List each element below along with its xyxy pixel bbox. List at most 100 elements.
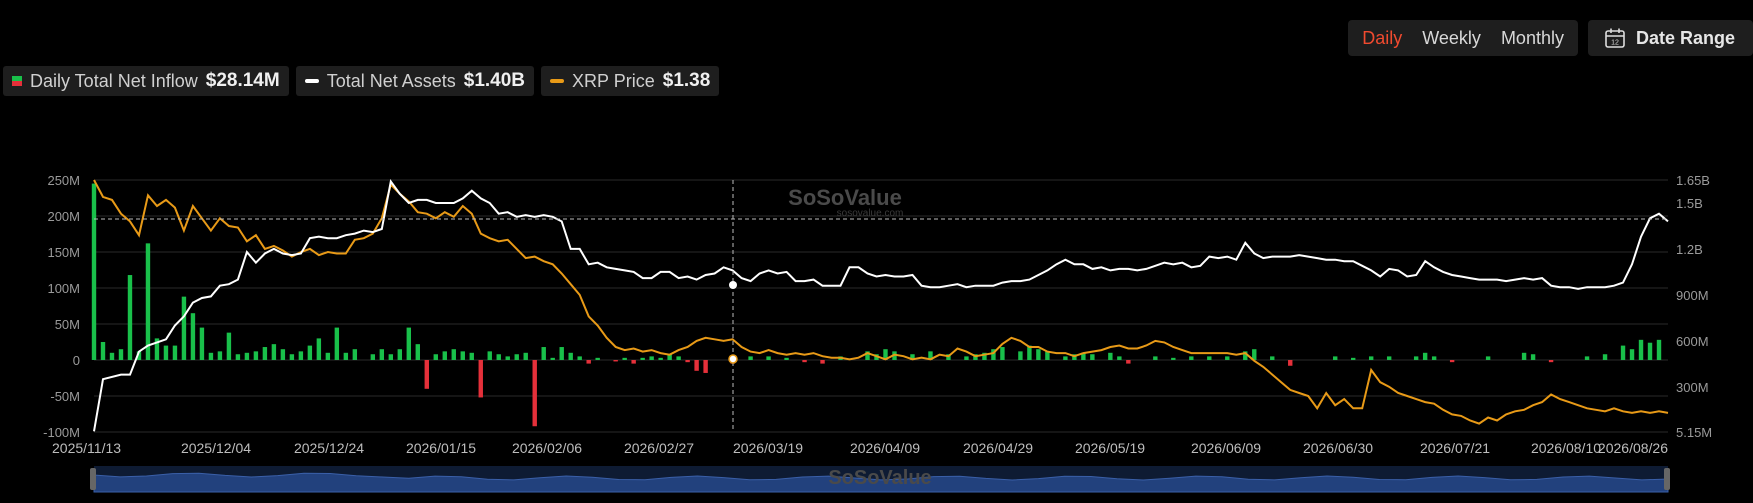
y-left-tick-label: 100M: [47, 281, 80, 296]
inflow-bar: [478, 360, 483, 398]
inflow-bar: [1189, 356, 1194, 360]
inflow-bar: [577, 356, 582, 360]
x-tick-label: 2025/12/04: [181, 440, 251, 456]
inflow-bar: [802, 360, 807, 363]
inflow-bar: [343, 352, 349, 360]
inflow-bar: [649, 356, 654, 360]
inflow-bar: [865, 351, 870, 360]
navigator-handle-left[interactable]: [90, 468, 96, 490]
inflow-bar: [1243, 351, 1248, 360]
inflow-bar: [1548, 360, 1554, 363]
x-tick-label: 2026/04/29: [963, 440, 1033, 456]
y-left-tick-label: 150M: [47, 245, 80, 260]
chart-legend: Daily Total Net Inflow $28.14M Total Net…: [3, 66, 720, 96]
y-right-tick-label: 900M: [1676, 288, 1709, 303]
inflow-bar: [1333, 356, 1338, 360]
inflow-bar: [559, 347, 564, 360]
inflow-bar: [127, 275, 133, 360]
date-range-button[interactable]: 12 Date Range: [1587, 20, 1753, 56]
y-right-tick-label: 1.65B: [1676, 173, 1710, 188]
inflow-bar: [1485, 356, 1491, 360]
inflow-bar: [199, 327, 205, 360]
inflow-bar: [1351, 357, 1356, 360]
period-monthly-button[interactable]: Monthly: [1500, 28, 1564, 48]
inflow-bar: [1368, 356, 1374, 360]
inflow-bar: [928, 351, 933, 360]
inflow-bar: [334, 327, 340, 360]
inflow-bar: [136, 351, 142, 360]
inflow-bar: [469, 352, 474, 360]
inflow-bar: [541, 347, 546, 360]
inflow-bar: [442, 351, 447, 360]
inflow-bar: [415, 344, 420, 360]
inflow-bar: [397, 349, 403, 360]
inflow-bar: [1153, 356, 1158, 360]
inflow-bar: [676, 356, 681, 360]
inflow-bar: [1207, 356, 1212, 360]
inflow-bar: [1413, 356, 1419, 360]
inflow-bar: [226, 332, 232, 360]
x-tick-label: 2025/11/13: [52, 440, 121, 456]
y-left-tick-label: 200M: [47, 209, 80, 224]
inflow-bar: [253, 351, 259, 360]
inflow-bar: [172, 345, 178, 360]
legend-item-net-assets[interactable]: Total Net Assets $1.40B: [295, 66, 535, 96]
inflow-bar: [964, 356, 969, 360]
inflow-bar: [154, 338, 160, 360]
inflow-bar: [523, 352, 528, 360]
inflow-bar: [640, 357, 645, 360]
inflow-bar: [1000, 347, 1005, 360]
inflow-bar: [109, 352, 115, 360]
legend-item-xrp-price[interactable]: XRP Price $1.38: [541, 66, 720, 96]
inflow-bar: [1027, 345, 1032, 360]
watermark-site: sosovalue.com: [837, 208, 904, 219]
inflow-bar: [325, 352, 331, 360]
x-tick-label: 2026/02/06: [512, 440, 582, 456]
legend-label: Daily Total Net Inflow: [30, 70, 198, 91]
inflow-bar: [1063, 356, 1068, 360]
inflow-bar: [820, 360, 825, 364]
inflow-bar: [1521, 352, 1527, 360]
period-daily-button[interactable]: Daily: [1362, 28, 1403, 48]
inflow-bar: [550, 357, 555, 360]
x-tick-label: 2026/08/10: [1531, 440, 1601, 456]
inflow-bar: [1449, 360, 1455, 363]
period-weekly-button[interactable]: Weekly: [1422, 28, 1481, 48]
legend-value: $1.40B: [463, 70, 526, 91]
x-tick-label: 2025/12/24: [294, 440, 364, 456]
inflow-bar: [685, 360, 690, 363]
x-tick-label: 2026/08/26: [1598, 440, 1668, 456]
date-range-label: Date Range: [1635, 27, 1735, 48]
y-left-tick-label: 0: [73, 353, 80, 368]
y-right-tick-label: 300M: [1676, 380, 1709, 395]
inflow-bar: [280, 349, 286, 360]
inflow-bar: [1117, 356, 1122, 360]
x-tick-label: 2026/01/15: [406, 440, 476, 456]
x-tick-label: 2026/06/30: [1303, 440, 1373, 456]
inflow-bar: [1431, 356, 1437, 360]
inflow-bar: [991, 349, 996, 360]
inflow-bar: [595, 357, 600, 360]
period-selector: Daily Weekly Monthly: [1348, 20, 1578, 56]
inflow-bar: [244, 352, 250, 360]
x-tick-label: 2026/03/19: [733, 440, 803, 456]
inflow-bar: [1656, 339, 1662, 360]
inflow-bar: [100, 342, 106, 360]
inflow-bar: [622, 357, 627, 360]
inflow-bar: [1045, 351, 1050, 360]
legend-item-net-inflow[interactable]: Daily Total Net Inflow $28.14M: [3, 66, 289, 96]
inflow-bar: [766, 356, 771, 360]
inflow-bar: [460, 351, 465, 360]
inflow-bar: [568, 352, 573, 360]
inflow-bar: [1081, 352, 1086, 360]
crosshair-point-price: [728, 354, 738, 364]
xrp-price-line: [93, 179, 1669, 425]
inflow-bar: [1638, 339, 1644, 360]
navigator-handle-right[interactable]: [1664, 468, 1670, 490]
inflow-bar: [694, 360, 699, 371]
inflow-bar: [1252, 349, 1257, 360]
inflow-bar: [370, 354, 376, 360]
inflow-bar: [235, 354, 241, 360]
inflow-bar: [910, 354, 915, 360]
